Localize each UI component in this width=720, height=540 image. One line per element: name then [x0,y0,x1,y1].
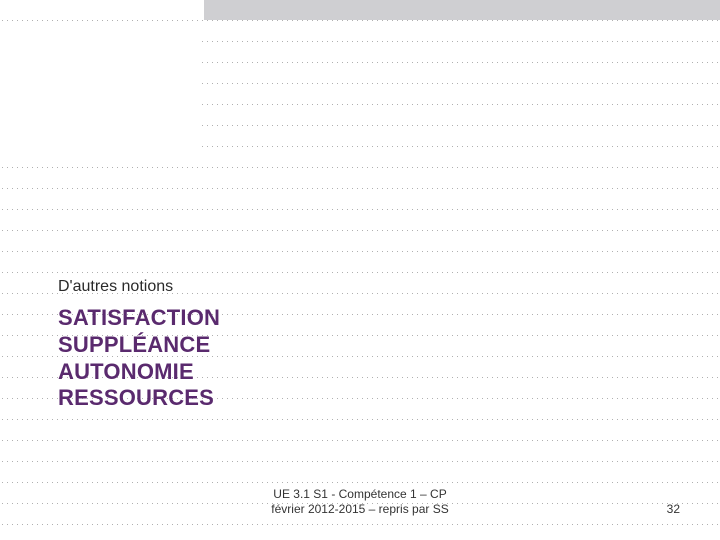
footer-text: UE 3.1 S1 - Compétence 1 – CP février 20… [0,487,720,518]
subtitle-text: D'autres notions [58,278,173,296]
title-line-1: SATISFACTION [58,305,220,332]
page-number: 32 [667,502,680,516]
main-title: SATISFACTION SUPPLÉANCE AUTONOMIE RESSOU… [58,305,220,412]
title-line-2: SUPPLÉANCE [58,332,220,359]
blank-header-area [0,26,200,161]
top-accent-bar [204,0,720,20]
title-line-3: AUTONOMIE [58,359,220,386]
title-line-4: RESSOURCES [58,385,220,412]
footer-line-1: UE 3.1 S1 - Compétence 1 – CP [273,487,446,501]
footer-line-2: février 2012-2015 – repris par SS [271,502,448,516]
